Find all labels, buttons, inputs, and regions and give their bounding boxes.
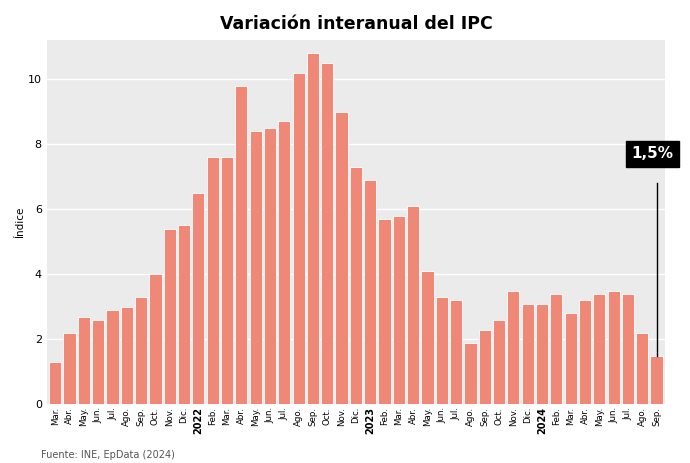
Bar: [164, 229, 176, 404]
Bar: [335, 112, 348, 404]
Bar: [307, 53, 319, 404]
Bar: [235, 86, 248, 404]
Bar: [450, 300, 462, 404]
Bar: [579, 300, 591, 404]
Bar: [651, 356, 662, 404]
Bar: [479, 330, 491, 404]
Bar: [622, 294, 634, 404]
Bar: [407, 206, 420, 404]
Title: Variación interanual del IPC: Variación interanual del IPC: [219, 15, 492, 33]
Bar: [522, 304, 534, 404]
Bar: [106, 310, 119, 404]
Bar: [293, 73, 305, 404]
Bar: [206, 157, 219, 404]
Bar: [250, 131, 262, 404]
Bar: [264, 128, 276, 404]
Bar: [364, 180, 376, 404]
Bar: [378, 219, 391, 404]
Bar: [493, 320, 505, 404]
Bar: [63, 333, 76, 404]
Bar: [636, 333, 649, 404]
Bar: [350, 167, 362, 404]
Bar: [435, 297, 448, 404]
Bar: [193, 193, 204, 404]
Bar: [321, 63, 333, 404]
Bar: [149, 274, 161, 404]
Bar: [278, 121, 290, 404]
Bar: [550, 294, 562, 404]
Bar: [507, 290, 520, 404]
Bar: [178, 225, 190, 404]
Bar: [49, 362, 61, 404]
Bar: [607, 290, 620, 404]
Bar: [92, 320, 104, 404]
Bar: [121, 307, 133, 404]
Bar: [593, 294, 605, 404]
Bar: [135, 297, 147, 404]
Bar: [536, 304, 548, 404]
Bar: [422, 271, 433, 404]
Bar: [564, 313, 577, 404]
Text: Fuente: INE, EpData (2024): Fuente: INE, EpData (2024): [41, 450, 175, 460]
Bar: [464, 343, 477, 404]
Bar: [78, 317, 90, 404]
Bar: [221, 157, 233, 404]
Y-axis label: Índice: Índice: [15, 206, 25, 238]
Text: 1,5%: 1,5%: [631, 146, 673, 162]
Bar: [393, 216, 405, 404]
